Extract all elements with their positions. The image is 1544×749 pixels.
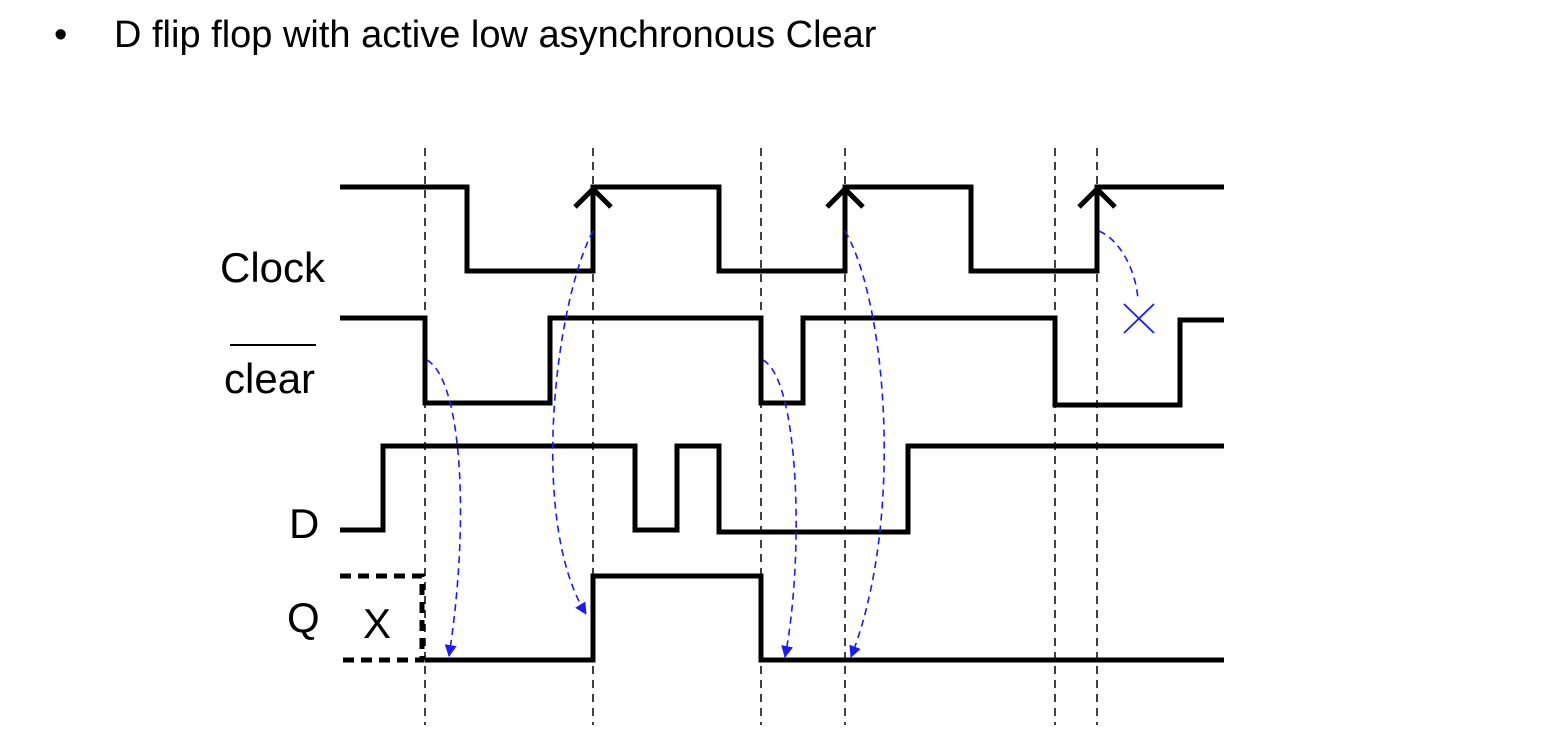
rising-edge-arrow [1077,185,1117,209]
causality-arrows [426,230,1155,658]
q-unknown-marker: X [363,600,391,647]
d-waveform [340,443,1224,535]
bullet-point: • [54,14,68,56]
clear-label: clear [224,355,315,402]
q-label: Q [287,594,320,641]
clock-to-q-arrow [844,230,885,658]
blocked-cross-icon [1123,303,1155,334]
rising-edge-arrow [825,185,865,209]
clock-waveform [340,184,1224,274]
clear-to-q-arrow [426,359,462,657]
q-waveform: X [340,573,1224,663]
title-text: D flip flop with active low asynchronous… [114,14,877,56]
blocked-clock-arrow [1098,230,1139,301]
clock-label: Clock [220,244,326,291]
slide-title: • D flip flop with active low asynchronou… [54,14,876,57]
rising-edge-arrow [573,185,613,209]
q-unknown-region [340,573,425,663]
clear-waveform [340,315,1224,408]
clock-to-q-arrow [551,230,594,615]
d-label: D [289,500,319,547]
clear-to-q-arrow [762,359,797,658]
